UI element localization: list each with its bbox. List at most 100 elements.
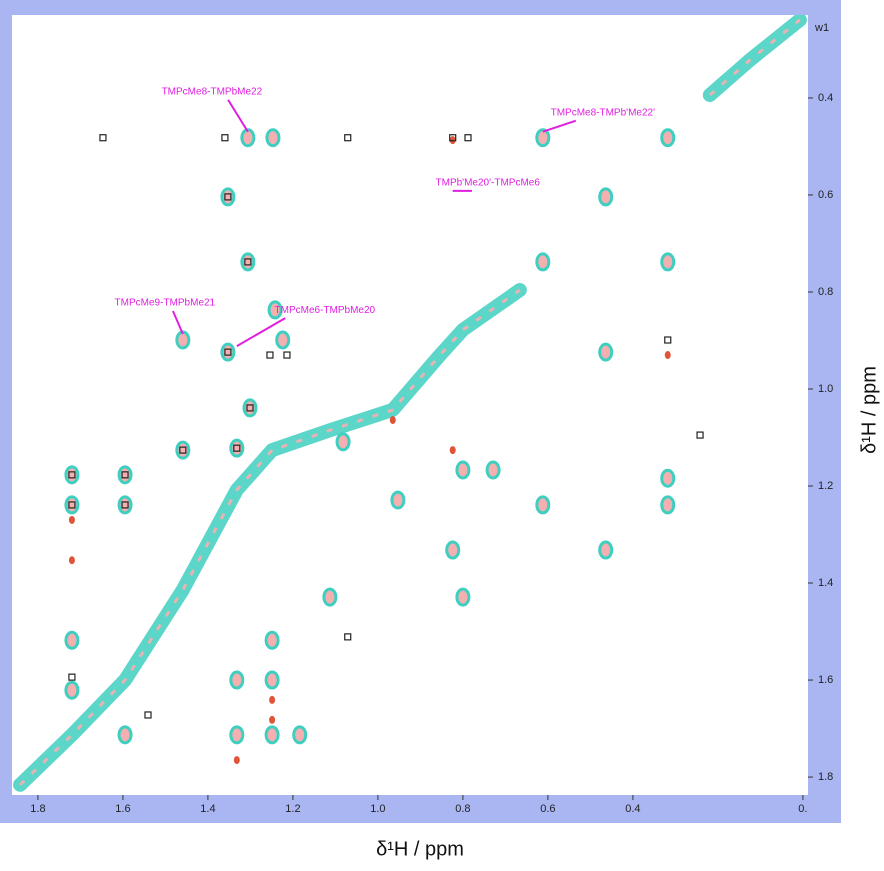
x-tick-label: 1.2 <box>285 803 300 815</box>
annotation-arrow <box>542 119 577 133</box>
annotation: TMPcMe8-TMPb'Me22' <box>551 107 655 118</box>
cross-peak <box>598 540 614 560</box>
y-tick-label: 0.4 <box>818 92 833 104</box>
cross-peak <box>335 432 351 452</box>
x-tick-label: 1.0 <box>370 803 385 815</box>
cross-peak <box>275 330 291 350</box>
cross-peak <box>660 252 676 272</box>
cross-peak <box>292 725 308 745</box>
cross-peak <box>264 630 280 650</box>
cross-peak <box>660 495 676 515</box>
negative-peak <box>68 556 75 565</box>
assignment-box <box>179 446 187 454</box>
assignment-box <box>144 711 152 719</box>
assignment-box <box>246 404 254 412</box>
cross-peak <box>485 460 501 480</box>
cross-peak <box>535 252 551 272</box>
cross-peak <box>64 465 80 485</box>
cross-peak <box>240 128 256 148</box>
negative-peak <box>233 756 240 765</box>
annotation: TMPcMe8-TMPbMe22 <box>162 86 263 97</box>
cross-peak <box>322 587 338 607</box>
annotation-arrow <box>227 99 249 133</box>
cross-peak <box>660 468 676 488</box>
negative-peak <box>449 446 456 455</box>
cross-peak <box>64 680 80 700</box>
cross-peak <box>265 128 281 148</box>
y-tick-label: 0.6 <box>818 189 833 201</box>
cross-peak <box>64 630 80 650</box>
cross-peak <box>240 252 256 272</box>
peaks <box>13 15 807 792</box>
diagonal-core <box>708 18 801 97</box>
cross-peak <box>117 725 133 745</box>
plot-area <box>12 15 808 795</box>
cross-peak <box>535 128 551 148</box>
x-tick-label: 0.8 <box>455 803 470 815</box>
cross-peak <box>267 300 283 320</box>
assignment-box <box>344 633 352 641</box>
assignment-box <box>68 673 76 681</box>
cross-peak <box>535 495 551 515</box>
assignment-box <box>283 351 291 359</box>
cross-peak <box>598 187 614 207</box>
annotation: TMPcMe9-TMPbMe21 <box>115 298 216 309</box>
assignment-box <box>696 431 704 439</box>
assignment-box <box>224 193 232 201</box>
negative-peak <box>269 715 276 724</box>
cross-peak <box>660 128 676 148</box>
x-tick-label: 1.6 <box>115 803 130 815</box>
corner-label: w1 <box>814 22 829 34</box>
cross-peak <box>242 398 258 418</box>
cross-peak <box>229 438 245 458</box>
annotation-arrow <box>236 317 286 347</box>
cross-peak <box>264 725 280 745</box>
cross-peak <box>175 440 191 460</box>
cross-peak <box>455 587 471 607</box>
cross-peak <box>220 342 236 362</box>
cross-peak <box>64 495 80 515</box>
cross-peak <box>229 670 245 690</box>
assignment-box <box>224 348 232 356</box>
cross-peak <box>175 330 191 350</box>
negative-peak <box>68 515 75 524</box>
y-tick-label: 1.8 <box>818 771 833 783</box>
cross-peak <box>220 187 236 207</box>
assignment-box <box>221 134 229 142</box>
cross-peak <box>455 460 471 480</box>
y-tick-label: 1.2 <box>818 480 833 492</box>
assignment-box <box>664 336 672 344</box>
cross-peak <box>264 670 280 690</box>
negative-peak <box>664 351 671 360</box>
assignment-box <box>121 501 129 509</box>
assignment-box <box>344 134 352 142</box>
diagonal <box>13 283 527 792</box>
cross-peak <box>229 725 245 745</box>
assignment-box <box>464 134 472 142</box>
x-tick-label: 1.8 <box>30 803 45 815</box>
assignment-box <box>266 351 274 359</box>
annotation: TMPb'Me20'-TMPcMe6 <box>436 178 541 189</box>
cross-peak <box>117 495 133 515</box>
cross-peak <box>598 342 614 362</box>
y-axis-title: δ¹H / ppm <box>858 366 880 454</box>
x-tick-label: 1.4 <box>200 803 215 815</box>
y-tick-label: 1.6 <box>818 674 833 686</box>
negative-peak <box>389 416 396 425</box>
x-tick-label: 0.4 <box>625 803 640 815</box>
assignment-box <box>244 258 252 266</box>
cross-peak <box>117 465 133 485</box>
cross-peak <box>390 490 406 510</box>
negative-peak <box>269 695 276 704</box>
x-axis-title: δ¹H / ppm <box>376 838 464 860</box>
cross-peak <box>445 540 461 560</box>
assignment-box <box>121 471 129 479</box>
assignment-box <box>449 134 457 142</box>
y-tick-label: 1.4 <box>818 577 833 589</box>
x-tick-label: 0. <box>798 803 807 815</box>
assignment-box <box>68 471 76 479</box>
assignment-box <box>99 134 107 142</box>
annotation-arrow <box>172 310 184 335</box>
x-tick-label: 0.6 <box>540 803 555 815</box>
